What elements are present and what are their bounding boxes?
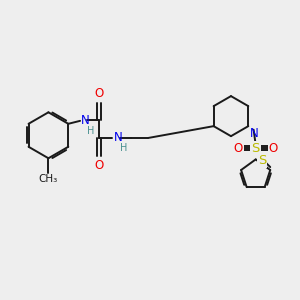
- Text: O: O: [234, 142, 243, 155]
- Text: S: S: [258, 154, 266, 166]
- Text: O: O: [234, 142, 243, 155]
- Text: S: S: [251, 142, 260, 155]
- Text: O: O: [268, 142, 278, 155]
- Text: S: S: [251, 142, 260, 155]
- Text: O: O: [268, 142, 278, 155]
- Text: O: O: [94, 158, 104, 172]
- Text: CH₃: CH₃: [39, 174, 58, 184]
- Text: H: H: [87, 126, 94, 136]
- Text: S: S: [258, 154, 266, 167]
- Text: N: N: [114, 131, 122, 144]
- Text: O: O: [94, 87, 104, 100]
- Text: N: N: [250, 127, 258, 140]
- Text: H: H: [120, 143, 127, 153]
- Text: N: N: [81, 114, 89, 127]
